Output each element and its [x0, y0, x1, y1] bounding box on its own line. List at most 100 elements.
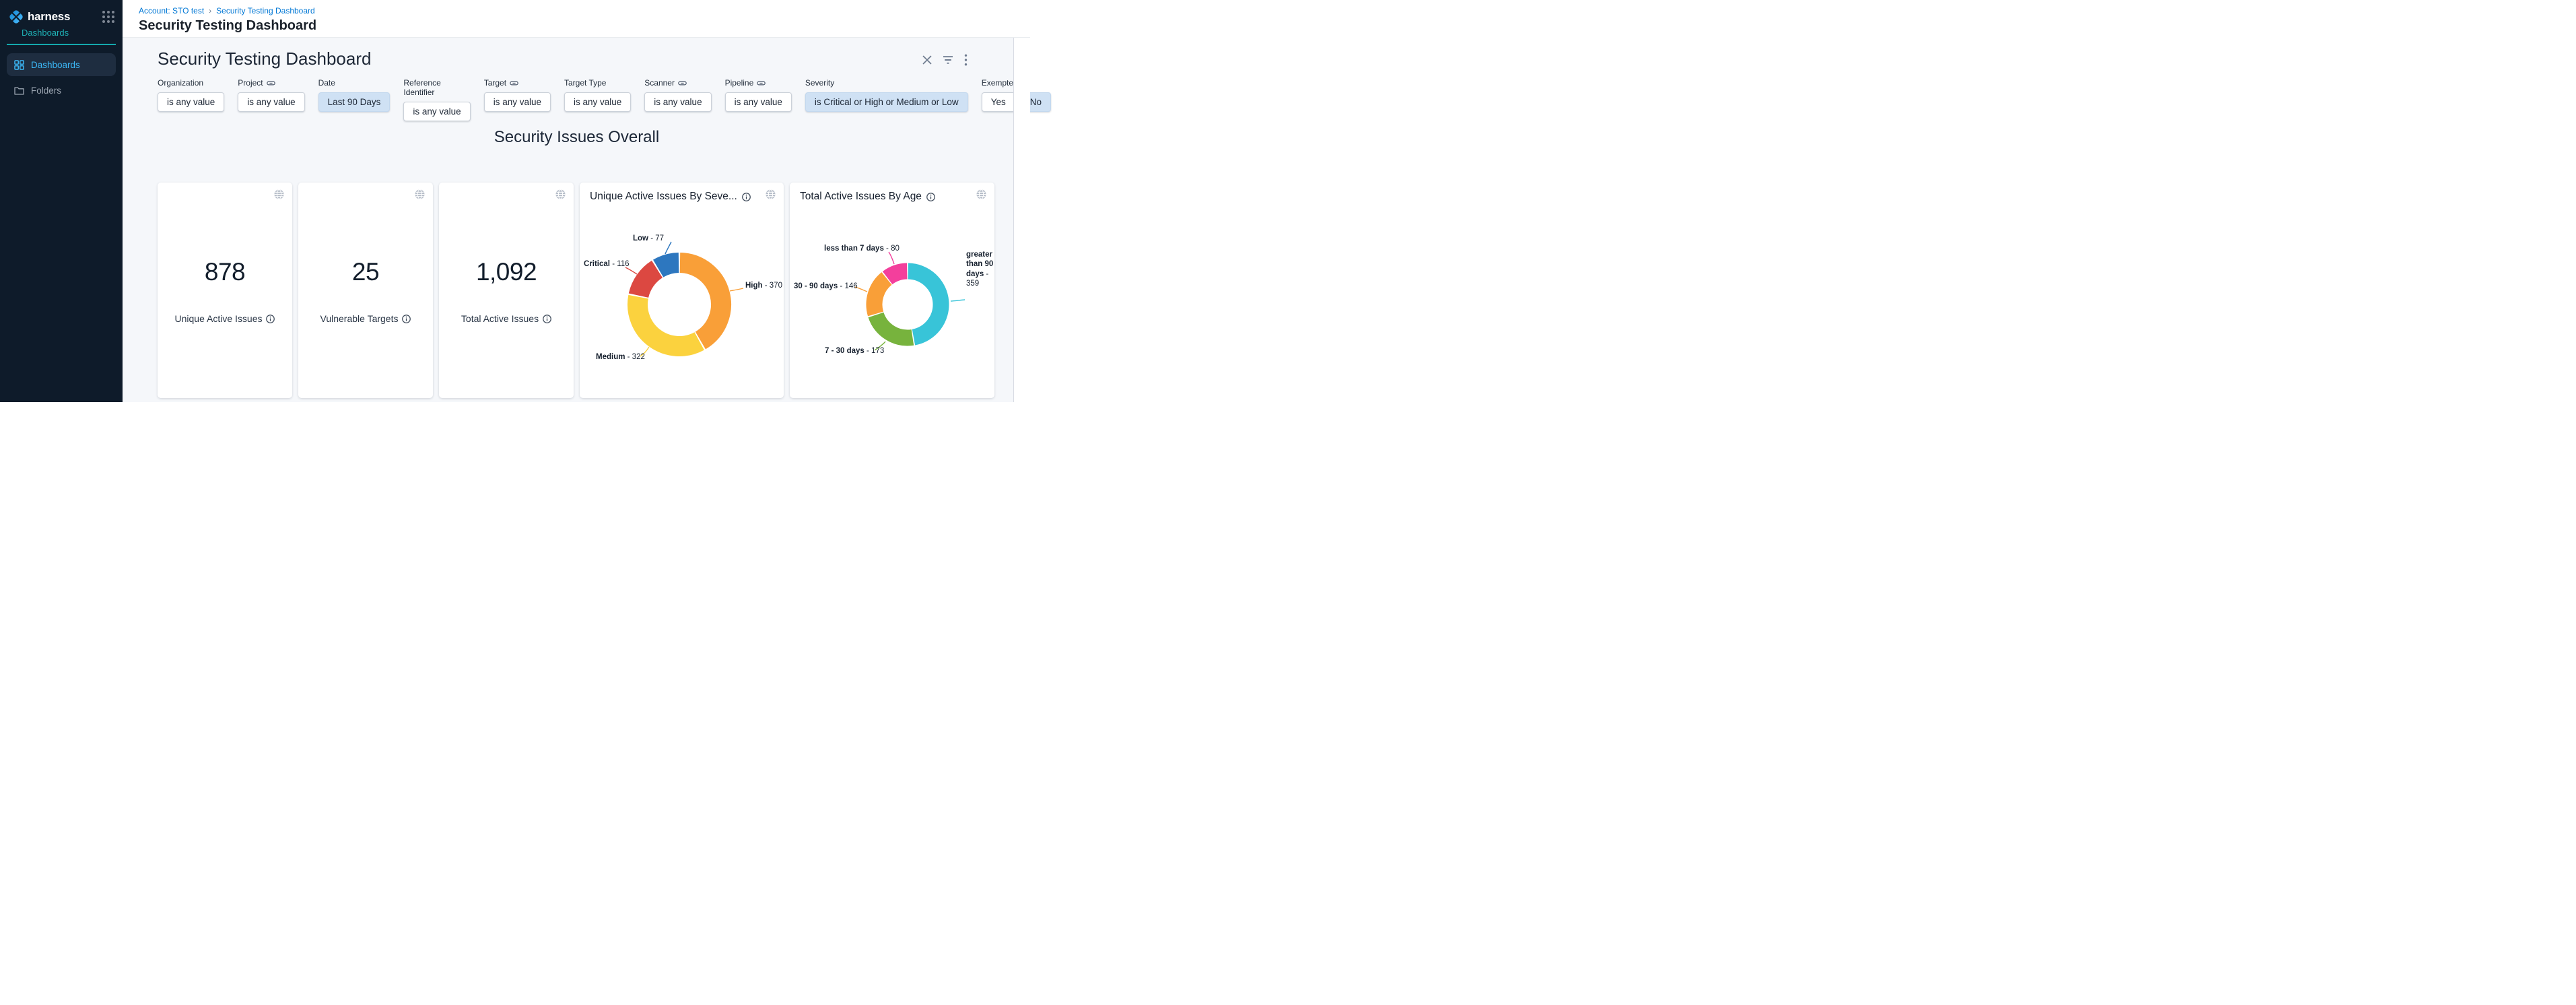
donut-segment-critical[interactable] [628, 260, 663, 298]
label-leader-line [625, 267, 638, 275]
donut-tile-0: Unique Active Issues By Seve... High - 37… [580, 183, 784, 398]
globe-icon[interactable] [976, 189, 986, 199]
globe-icon[interactable] [555, 189, 566, 199]
sidebar-item-folders[interactable]: Folders [7, 79, 116, 102]
tiles-row: 878 Unique Active Issues 25 Vulnerable Targ… [158, 183, 994, 398]
info-icon[interactable] [543, 314, 551, 323]
filter-chip-date-0[interactable]: Last 90 Days [318, 92, 391, 112]
donut-segment-high[interactable] [679, 253, 731, 350]
filter-label-project: Project [238, 78, 304, 88]
donut-segment-greater-than-90-days[interactable] [908, 263, 949, 346]
breadcrumb-account-link[interactable]: Account: STO test [139, 6, 205, 15]
donut-callout-label: High - 370 [745, 282, 782, 290]
donut-tile-1: Total Active Issues By Age greater than 9… [790, 183, 994, 398]
filter-chip-scanner-0[interactable]: is any value [644, 92, 712, 112]
dashboard-title: Security Testing Dashboard [158, 48, 372, 69]
app-grid-icon[interactable] [102, 11, 114, 23]
filter-chip-project-0[interactable]: is any value [238, 92, 305, 112]
stat-value: 1,092 [475, 258, 537, 286]
globe-icon[interactable] [766, 189, 776, 199]
brand-wordmark: harness [28, 10, 71, 23]
filter-chip-reference-identifier-0[interactable]: is any value [403, 102, 471, 121]
label-leader-line [888, 251, 895, 265]
module-underline [7, 44, 116, 45]
kebab-menu-icon[interactable] [964, 54, 968, 66]
filter-chip-organization-0[interactable]: is any value [158, 92, 225, 112]
breadcrumb: Account: STO test › Security Testing Das… [139, 6, 1030, 15]
donut-callout-label: 7 - 30 days - 173 [825, 347, 884, 355]
sidebar-nav: Dashboards Folders [0, 53, 123, 102]
donut-segment-medium[interactable] [628, 294, 704, 356]
filter-group-severity: Severity is Critical or High or Medium or… [805, 78, 968, 112]
filter-label-scanner: Scanner [644, 78, 711, 88]
globe-icon-wrap[interactable] [274, 189, 284, 203]
donut-chart[interactable]: High - 370 Medium - 322 Critical - 116 Low … [580, 209, 784, 393]
filter-chip-target-type-0[interactable]: is any value [564, 92, 632, 112]
donut-callout-label: Medium - 322 [596, 353, 645, 361]
dashboards-grid-icon [14, 59, 24, 70]
label-leader-line [854, 286, 868, 292]
globe-icon-wrap[interactable] [415, 189, 425, 203]
label-leader-line [640, 346, 650, 357]
sidebar-item-label: Dashboards [31, 59, 80, 70]
filter-group-project: Project is any value [238, 78, 305, 112]
donut-callout-label: greater than 90 days - 359 [966, 251, 994, 288]
link-icon [757, 80, 766, 86]
stat-tile-total-active-issues: 1,092 Total Active Issues [439, 183, 574, 398]
filter-label-date: Date [318, 78, 335, 88]
donut-callout-label: less than 7 days - 80 [824, 245, 900, 253]
dashboard-actions [922, 54, 968, 66]
label-leader-line [729, 288, 744, 292]
filter-group-organization: Organization is any value [158, 78, 225, 112]
sidebar: harness Dashboards Dashboards Folders [0, 0, 123, 402]
sidebar-item-label: Folders [31, 85, 62, 96]
stat-label: Vulnerable Targets [320, 313, 399, 324]
globe-icon[interactable] [415, 189, 425, 199]
donut-chart[interactable]: 7 - 30 days - 173 30 - 90 days - 146 less … [790, 209, 994, 393]
filter-group-scanner: Scanner is any value [644, 78, 712, 112]
info-icon[interactable] [926, 192, 935, 201]
filter-group-pipeline: Pipeline is any value [724, 78, 792, 112]
info-icon[interactable] [266, 314, 275, 323]
breadcrumb-page-link[interactable]: Security Testing Dashboard [216, 6, 315, 15]
donut-title: Unique Active Issues By Seve... [590, 191, 737, 202]
stat-label: Total Active Issues [461, 313, 539, 324]
harness-logo-icon [9, 10, 23, 24]
label-leader-line [950, 299, 965, 302]
donut-segment-7-30-days[interactable] [868, 312, 914, 346]
scrollbar-track[interactable] [1013, 38, 1030, 402]
donut-title: Total Active Issues By Age [800, 191, 922, 202]
filter-label-pipeline: Pipeline [725, 78, 792, 88]
globe-icon-wrap[interactable] [555, 189, 566, 203]
info-icon[interactable] [741, 192, 751, 201]
filter-chip-pipeline-0[interactable]: is any value [724, 92, 792, 112]
logo-row: harness [0, 0, 123, 26]
link-icon [510, 80, 518, 86]
module-label: Dashboards [22, 28, 69, 38]
info-icon[interactable] [402, 314, 411, 323]
globe-icon-wrap[interactable] [766, 189, 776, 203]
stat-value: 25 [351, 258, 380, 286]
stat-value: 878 [204, 258, 246, 286]
globe-icon[interactable] [274, 189, 284, 199]
globe-icon-wrap[interactable] [976, 189, 986, 203]
filter-chip-exempted-0[interactable]: Yes [981, 92, 1015, 112]
sidebar-item-dashboards[interactable]: Dashboards [7, 53, 116, 76]
donut-segment-less-than-7-days[interactable] [882, 263, 908, 285]
filter-icon[interactable] [943, 55, 953, 65]
donut-segment-30-90-days[interactable] [866, 272, 892, 317]
close-icon[interactable] [922, 55, 932, 65]
filter-chip-target-0[interactable]: is any value [483, 92, 551, 112]
filter-group-reference-identifier: Reference Identifier is any value [403, 78, 471, 121]
stat-tile-vulnerable-targets: 25 Vulnerable Targets [298, 183, 433, 398]
filter-chip-severity-0[interactable]: is Critical or High or Medium or Low [805, 92, 968, 112]
page-title: Security Testing Dashboard [139, 18, 317, 33]
link-icon [678, 80, 687, 86]
donut-callout-label: Low - 77 [633, 234, 664, 242]
filter-label-organization: Organization [158, 78, 204, 88]
filter-label-target-type: Target Type [564, 78, 607, 88]
filter-label-exempted: Exempted [981, 78, 1018, 88]
filter-label-target: Target [484, 78, 551, 88]
donut-segment-low[interactable] [653, 253, 680, 278]
folder-icon [14, 86, 24, 95]
